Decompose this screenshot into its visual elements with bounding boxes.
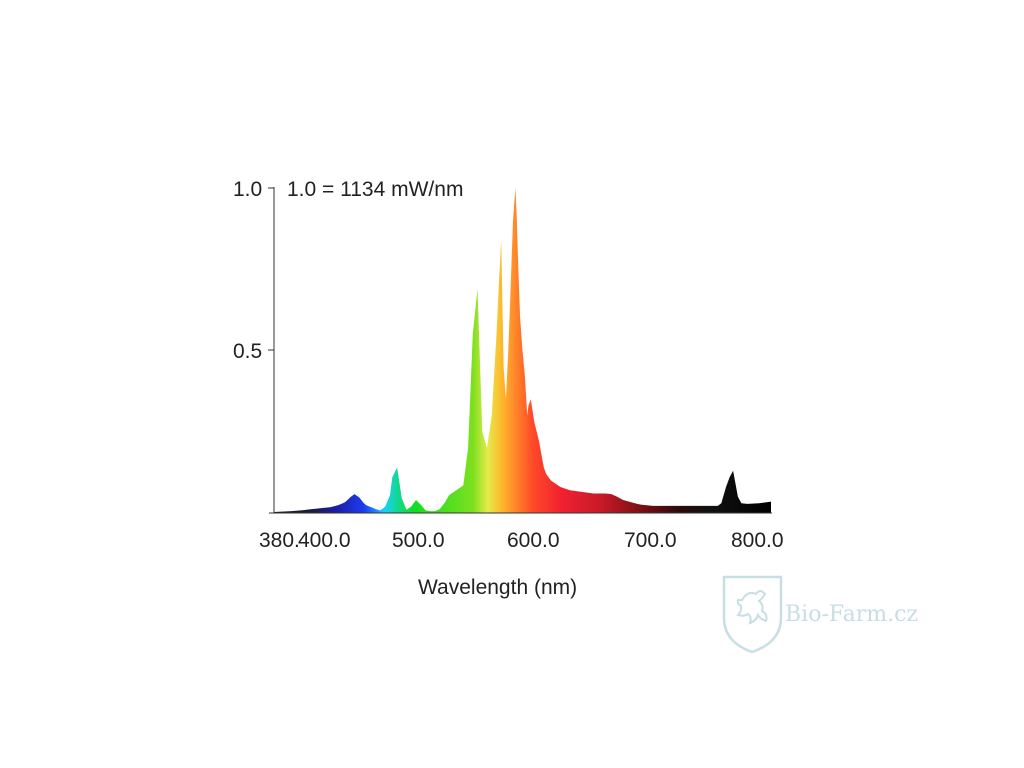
watermark: Bio-Farm.cz — [722, 575, 918, 654]
y-tick-label: 1.0 — [233, 178, 262, 201]
x-tick-label: 400.0 — [298, 529, 351, 552]
scale-annotation: 1.0 = 1134 mW/nm — [287, 178, 463, 201]
y-tick-label: 0.5 — [233, 340, 262, 363]
y-tick-group: 1.0 0.5 — [233, 178, 274, 363]
watermark-text: Bio-Farm.cz — [785, 602, 918, 627]
x-tick-label: 500.0 — [392, 529, 445, 552]
lion-figure-icon — [736, 590, 768, 625]
x-tick-label: 380. — [259, 529, 300, 552]
spectrum-area — [274, 188, 771, 513]
lion-shield-icon — [722, 575, 783, 654]
x-axis-title: Wavelength (nm) — [418, 576, 577, 599]
x-tick-label: 700.0 — [624, 529, 677, 552]
x-tick-label: 600.0 — [507, 529, 560, 552]
x-tick-group: 380. 400.0 500.0 600.0 700.0 800.0 — [259, 529, 784, 552]
x-tick-label: 800.0 — [731, 529, 784, 552]
